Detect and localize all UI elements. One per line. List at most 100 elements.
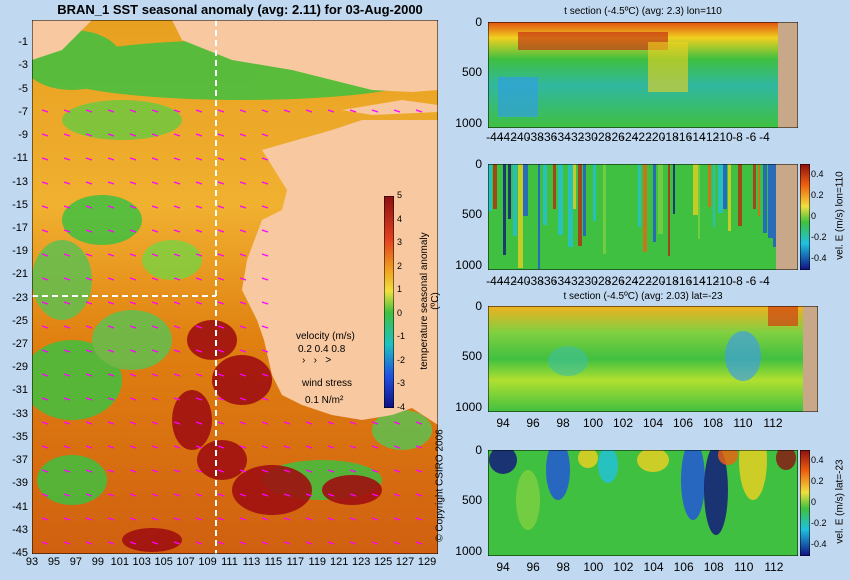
panel2-x-tick: -8 — [732, 274, 743, 288]
main-colorbar-ticks: 5 4 3 2 1 0 -1 -2 -3 -4 — [397, 190, 411, 412]
main-map-y-tick: -25 — [12, 314, 28, 327]
panel4-colorbar-tick: -0.4 — [811, 539, 827, 550]
main-map-x-tick: 115 — [264, 556, 283, 568]
panel3-x-tick: 108 — [702, 416, 724, 430]
main-map-y-tick: -41 — [12, 500, 28, 513]
velocity-legend-arrows: › › > — [302, 355, 332, 366]
main-colorbar-tick: -4 — [397, 402, 406, 412]
panel1-x-tick: -32 — [567, 130, 585, 144]
panel4-colorbar-tick: 0.2 — [811, 475, 824, 486]
main-map-title: BRAN_1 SST seasonal anomaly (avg: 2.11) … — [57, 2, 423, 17]
main-map-y-tick: -17 — [12, 221, 28, 234]
panel4-x-tick: 102 — [613, 560, 634, 574]
main-colorbar-tick: 0 — [397, 307, 403, 318]
panel4-y-tick: 1000 — [455, 543, 482, 558]
panel1-x-tick: -16 — [674, 130, 693, 144]
main-map-x-tick: 109 — [198, 556, 217, 568]
panel1-x-tick: -44 — [486, 130, 504, 144]
panel4-y-tick: 500 — [461, 493, 482, 508]
main-map-x-ticks: 93 95 97 99 101 103 105 107 109 111 113 115 117 119 12… — [26, 556, 438, 576]
panel1-x-tick: -18 — [661, 130, 679, 144]
panel2-x-tick: -10 — [715, 274, 733, 288]
main-map-x-tick: 127 — [395, 556, 415, 568]
panel2-y-tick: 1000 — [455, 257, 482, 272]
panel2-x-tick: -44 — [486, 274, 504, 288]
main-map-x-tick: 111 — [221, 556, 238, 568]
panel3-x-tick: 96 — [526, 416, 540, 430]
main-map-y-tick: -45 — [12, 547, 28, 559]
panel2-colorbar-tick: 0.4 — [811, 168, 824, 179]
panel1-x-tick: -42 — [499, 130, 517, 144]
main-map-y-ticks: -1 -3 -5 -7 -9 -11 -13 -15 -17 -19 -21 -23 -25 -27 -29… — [0, 20, 30, 559]
panel2-colorbar-tick: -0.2 — [811, 232, 827, 243]
panel1-x-tick: -4 — [759, 130, 770, 144]
panel4-colorbar-tick: -0.2 — [811, 518, 827, 529]
main-map-y-tick: -39 — [12, 477, 28, 490]
panel1-x-tick: -22 — [634, 130, 652, 144]
panel2-land — [776, 164, 798, 270]
panel2-x-ticks: -44 -42 -40 -38 -36 -34 -32 -30 -28 -26 -24 -22 -20-… — [486, 274, 798, 292]
panel1-x-tick: -38 — [526, 130, 544, 144]
main-map-x-tick: 105 — [154, 556, 173, 568]
panel4-x-tick: 112 — [764, 560, 784, 574]
panel3-y-ticks: 0 500 1000 — [440, 299, 484, 414]
main-map-x-tick: 121 — [330, 556, 349, 568]
panel2-colorbar-tick: -0.4 — [811, 253, 827, 264]
panel2-x-tick: -42 — [499, 274, 517, 288]
panel4-x-tick: 110 — [734, 560, 754, 574]
panel1-x-tick: -24 — [620, 130, 639, 144]
panel2-y-tick: 0 — [475, 157, 482, 171]
main-map-y-tick: -15 — [12, 198, 28, 211]
main-colorbar-tick: -2 — [397, 354, 406, 365]
main-map-x-tick: 99 — [91, 556, 104, 568]
velocity-legend-title: velocity (m/s) — [296, 331, 355, 342]
panel4-colorbar-label: vel. E (m/s) lat=-23 — [834, 459, 846, 544]
main-colorbar — [384, 196, 394, 408]
main-map-y-tick: -3 — [18, 59, 28, 72]
panel3-x-tick: 100 — [582, 416, 604, 430]
main-map-x-tick: 117 — [286, 556, 305, 568]
panel2-x-tick: -12 — [701, 274, 720, 288]
main-map-y-tick: -11 — [12, 152, 28, 165]
panel1-x-tick: -20 — [647, 130, 666, 144]
panel3-x-tick: 94 — [496, 416, 510, 430]
main-map-y-tick: -23 — [12, 291, 28, 304]
main-map-y-tick: -7 — [18, 105, 28, 118]
panel4-x-ticks: 94 96 98 100 102 104 106 108 110 112 — [488, 560, 798, 578]
panel2-x-tick: -4 — [759, 274, 770, 288]
panel2-plot — [488, 164, 798, 270]
panel3-x-tick: 104 — [642, 416, 664, 430]
panel3-y-tick: 500 — [461, 349, 482, 364]
panel4-colorbar — [800, 450, 810, 556]
main-colorbar-tick: 2 — [397, 260, 403, 271]
main-colorbar-tick: 1 — [397, 284, 403, 295]
panel4-plot — [488, 450, 798, 556]
panel4-y-ticks: 0 500 1000 — [440, 443, 484, 558]
main-map-y-tick: -9 — [18, 129, 28, 142]
panel1-plot — [488, 22, 798, 128]
main-map-x-tick: 113 — [242, 556, 261, 568]
panel2-colorbar-label: vel. E (m/s) lon=110 — [834, 171, 846, 260]
main-map-y-tick: -43 — [12, 523, 28, 536]
velocity-vectors — [41, 109, 423, 545]
main-map-y-tick: -33 — [12, 407, 28, 420]
main-map-plot — [32, 20, 438, 554]
panel3-x-tick: 106 — [672, 416, 694, 430]
main-map-x-tick: 103 — [132, 556, 151, 568]
panel1-x-tick: -28 — [593, 130, 612, 144]
panel2-x-tick: -24 — [620, 274, 639, 288]
panel1-x-tick: -8 — [732, 130, 743, 144]
panel4-x-tick: 106 — [673, 560, 694, 574]
main-map-x-tick: 125 — [373, 556, 393, 568]
panel4-colorbar-tick: 0.4 — [811, 454, 824, 465]
main-colorbar-tick: 4 — [397, 213, 403, 224]
main-map-x-tick: 95 — [47, 556, 61, 568]
main-colorbar-label: temperature seasonal anomaly (ºC) — [419, 232, 441, 370]
main-map-x-tick: 119 — [308, 556, 327, 568]
panel1-y-tick: 1000 — [455, 115, 482, 130]
panel3-title: t section (-4.5ºC) (avg: 2.03) lat=-23 — [563, 291, 723, 302]
main-colorbar-tick: 3 — [397, 237, 403, 248]
panel1-x-tick: -26 — [607, 130, 625, 144]
panel1-title: t section (-4.5ºC) (avg: 2.3) lon=110 — [564, 6, 722, 17]
panel2-x-tick: -40 — [513, 274, 531, 288]
